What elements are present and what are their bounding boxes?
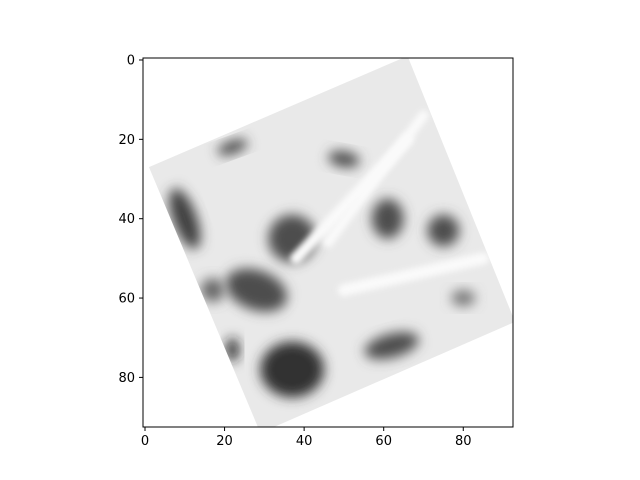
y-tick-label: 0 xyxy=(127,53,135,68)
dark-region xyxy=(427,215,459,247)
x-tick-label: 60 xyxy=(375,434,392,449)
x-tick-label: 0 xyxy=(141,434,149,449)
x-tick-label: 80 xyxy=(455,434,472,449)
dark-region xyxy=(201,278,225,302)
y-tick-label: 60 xyxy=(118,292,135,307)
x-tick-label: 40 xyxy=(296,434,313,449)
y-tick-label: 80 xyxy=(118,371,135,386)
x-axis: 0 20 40 60 80 xyxy=(141,427,472,449)
y-tick-label: 20 xyxy=(118,133,135,148)
dark-region xyxy=(372,199,404,239)
dark-region xyxy=(260,342,324,398)
dark-region xyxy=(451,290,475,306)
y-tick-label: 40 xyxy=(118,212,135,227)
y-axis: 0 20 40 60 80 xyxy=(118,53,143,385)
x-tick-label: 20 xyxy=(216,434,233,449)
